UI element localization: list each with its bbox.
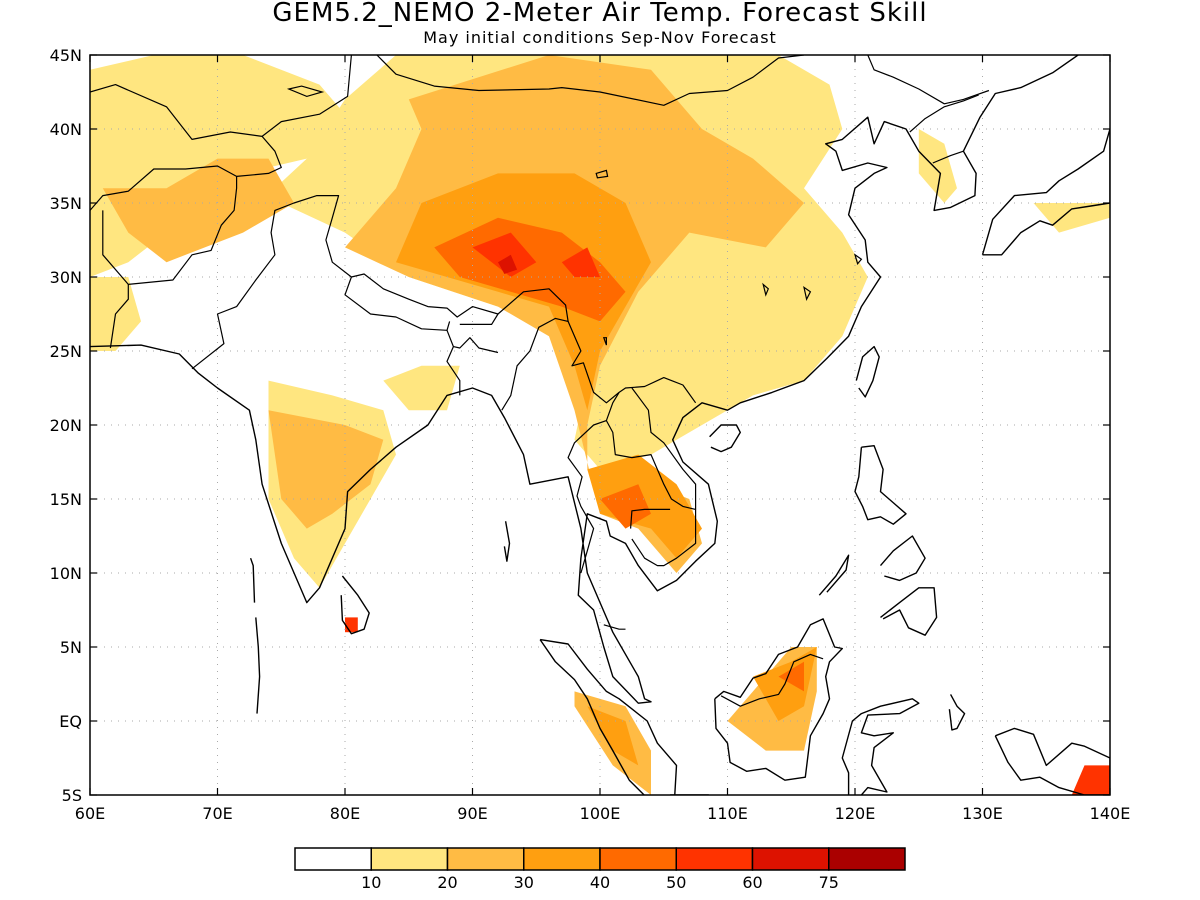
y-tick-label-10: 5S (62, 786, 82, 805)
skill-region-7 (102, 158, 294, 263)
border-6 (446, 330, 461, 396)
skill-region-22 (345, 617, 358, 633)
border-1 (102, 176, 238, 285)
lake-6 (853, 253, 863, 265)
x-tick-label-4: 100E (580, 804, 621, 823)
skill-region-4 (383, 365, 460, 411)
x-tick-label-8: 140E (1090, 804, 1131, 823)
coastline-6 (714, 618, 843, 781)
border-17 (867, 55, 990, 105)
coastline-13 (994, 727, 1110, 795)
x-tick-label-5: 110E (707, 804, 748, 823)
coastline-7 (841, 698, 920, 795)
coastline-3 (855, 345, 880, 398)
border-11 (630, 508, 671, 529)
skill-region-5 (918, 129, 957, 203)
colorbar-label-1: 20 (437, 873, 457, 892)
border-2 (109, 284, 129, 349)
border-5 (459, 313, 499, 325)
colorbar-swatch-3 (523, 847, 601, 871)
coastline-12 (981, 128, 1110, 256)
chart-title: GEM5.2_NEMO 2-Meter Air Temp. Forecast S… (272, 0, 928, 28)
colorbar: 10 20 30 40 50 60 75 (294, 847, 906, 892)
colorbar-swatch-0 (294, 847, 372, 871)
y-tick-label-6: 15N (50, 490, 82, 509)
y-tick-label-8: 5N (60, 638, 82, 657)
colorbar-label-6: 75 (819, 873, 839, 892)
colorbar-swatch-4 (599, 847, 677, 871)
border-10 (605, 420, 697, 567)
coastline-16 (249, 557, 256, 603)
colorbar-swatch-1 (370, 847, 449, 871)
coastline-0 (90, 55, 1079, 704)
coastline-4 (539, 638, 678, 795)
y-tick-label-3: 30N (50, 268, 82, 287)
skill-region-23 (498, 254, 518, 274)
border-7 (453, 337, 499, 354)
skill-region-19 (472, 232, 537, 277)
border-12 (631, 387, 697, 510)
border-16 (376, 55, 805, 106)
coastline-10 (879, 535, 926, 582)
border-15 (261, 55, 352, 137)
y-tick-label-5: 20N (50, 416, 82, 435)
skill-region-6 (1033, 203, 1110, 233)
skill-region-17 (600, 484, 651, 529)
lake-4 (762, 282, 770, 297)
y-tick-label-7: 10N (50, 564, 82, 583)
y-tick-label-4: 25N (50, 342, 82, 361)
coastlines-layer (90, 33, 1110, 795)
skill-region-20 (561, 247, 600, 277)
coastline-14 (948, 694, 966, 731)
border-19 (932, 150, 964, 164)
coastline-8 (854, 445, 907, 525)
colorbar-swatch-6 (751, 847, 830, 871)
coastline-17 (255, 617, 261, 714)
colorbar-swatch-7 (828, 847, 906, 871)
skill-region-18 (778, 661, 804, 692)
coastline-1 (340, 575, 370, 635)
border-0 (90, 83, 282, 211)
x-tick-label-7: 130E (962, 804, 1003, 823)
axis-ticks: 60E 70E 80E 90E 100E 110E 120E 130E 140E 45N 40N 35… (50, 46, 1131, 823)
coastline-2 (709, 424, 741, 453)
border-8 (567, 321, 697, 404)
y-tick-label-1: 40N (50, 120, 82, 139)
skill-region-21 (1071, 765, 1110, 795)
x-tick-label-0: 60E (75, 804, 105, 823)
lake-3 (602, 337, 608, 346)
border-18 (909, 94, 979, 133)
colorbar-label-4: 50 (666, 873, 686, 892)
colorbar-label-0: 10 (361, 873, 381, 892)
coastline-11 (818, 554, 850, 596)
chart-subtitle: May initial conditions Sep-Nov Forecast (423, 28, 777, 47)
colorbar-label-3: 40 (590, 873, 610, 892)
x-tick-label-1: 70E (202, 804, 232, 823)
lake-5 (803, 286, 812, 301)
skill-region-8 (268, 410, 384, 529)
y-tick-label-9: EQ (59, 712, 82, 731)
y-tick-label-0: 45N (50, 46, 82, 65)
coastline-9 (880, 587, 938, 636)
y-tick-label-2: 35N (50, 194, 82, 213)
gridlines (90, 55, 1110, 795)
colorbar-swatch-2 (446, 847, 525, 871)
border-3 (191, 195, 569, 411)
coastline-15 (503, 521, 511, 562)
lake-2 (595, 169, 609, 179)
border-14 (720, 653, 824, 707)
x-tick-label-2: 80E (330, 804, 360, 823)
x-tick-label-6: 120E (835, 804, 876, 823)
colorbar-label-2: 30 (514, 873, 534, 892)
colorbar-swatch-5 (675, 847, 754, 871)
x-tick-label-3: 90E (457, 804, 487, 823)
lake-1 (269, 33, 333, 48)
border-9 (567, 392, 620, 574)
lake-0 (286, 85, 325, 98)
colorbar-label-5: 60 (742, 873, 762, 892)
border-13 (603, 624, 626, 630)
